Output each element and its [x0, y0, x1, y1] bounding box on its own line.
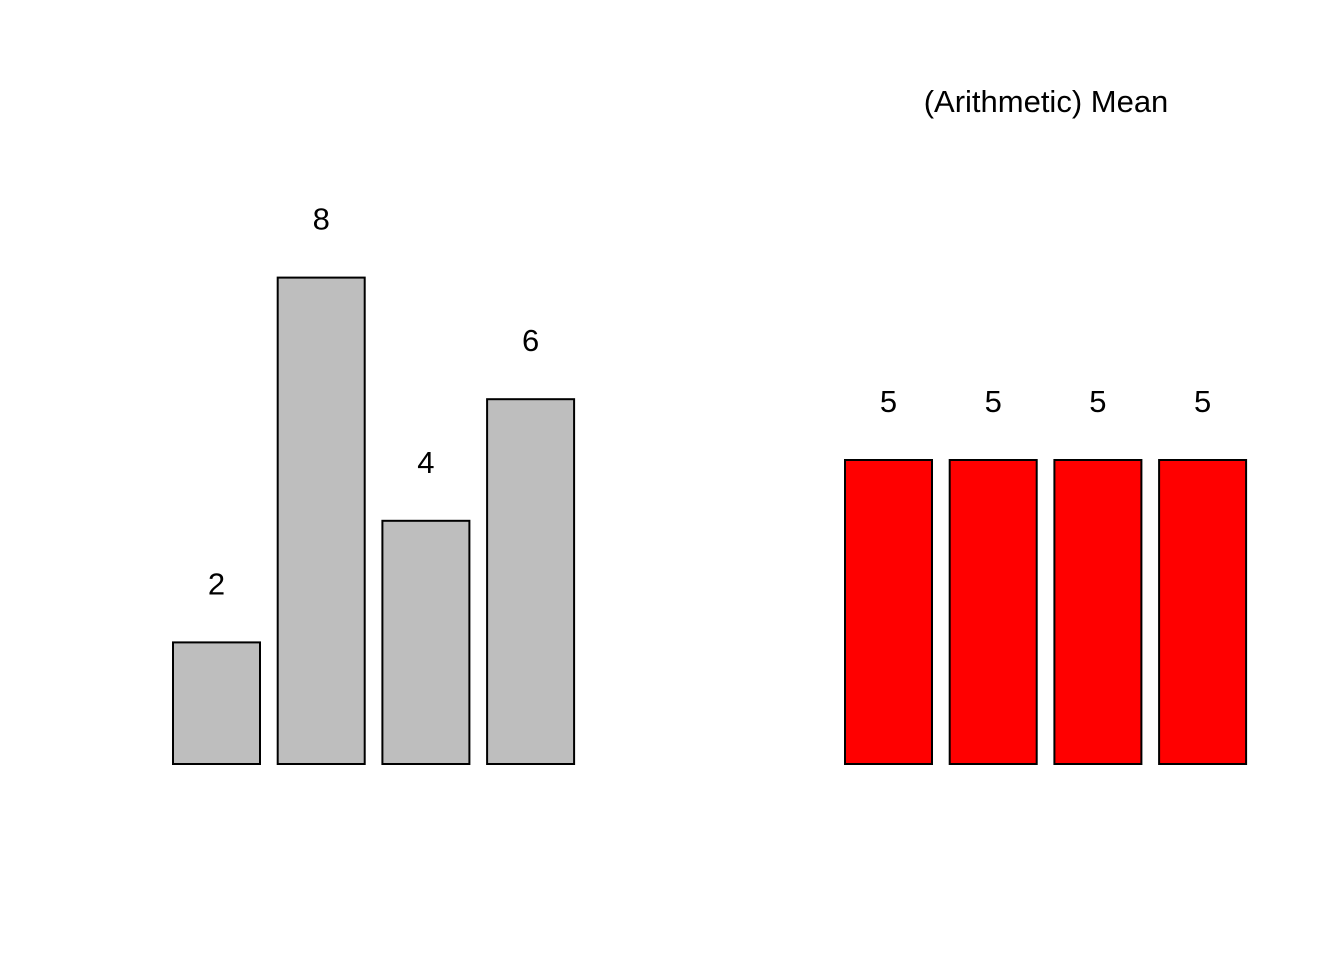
original-bar-2	[276, 276, 366, 765]
mean-bar-3	[1053, 459, 1143, 765]
mean-bar-1-label: 5	[880, 384, 897, 419]
original-bar-4-label: 6	[522, 323, 539, 358]
original-bar-2-label: 8	[313, 202, 330, 237]
mean-panel-title: (Arithmetic) Mean	[924, 84, 1169, 119]
mean-bar-3-label: 5	[1089, 384, 1106, 419]
mean-bar-4	[1158, 459, 1248, 765]
original-bar-1	[172, 641, 261, 766]
original-bar-4	[486, 398, 576, 765]
mean-bar-1	[844, 459, 933, 765]
original-values-panel: 2 8 4 6	[172, 202, 576, 766]
mean-panel: (Arithmetic) Mean 5 5 5 5	[844, 84, 1248, 765]
mean-bar-2-label: 5	[985, 384, 1002, 419]
mean-bar-2	[948, 459, 1038, 765]
mean-bar-4-label: 5	[1194, 384, 1211, 419]
original-bar-3	[381, 519, 471, 765]
original-bar-1-label: 2	[208, 566, 225, 601]
original-bar-3-label: 4	[417, 445, 434, 480]
